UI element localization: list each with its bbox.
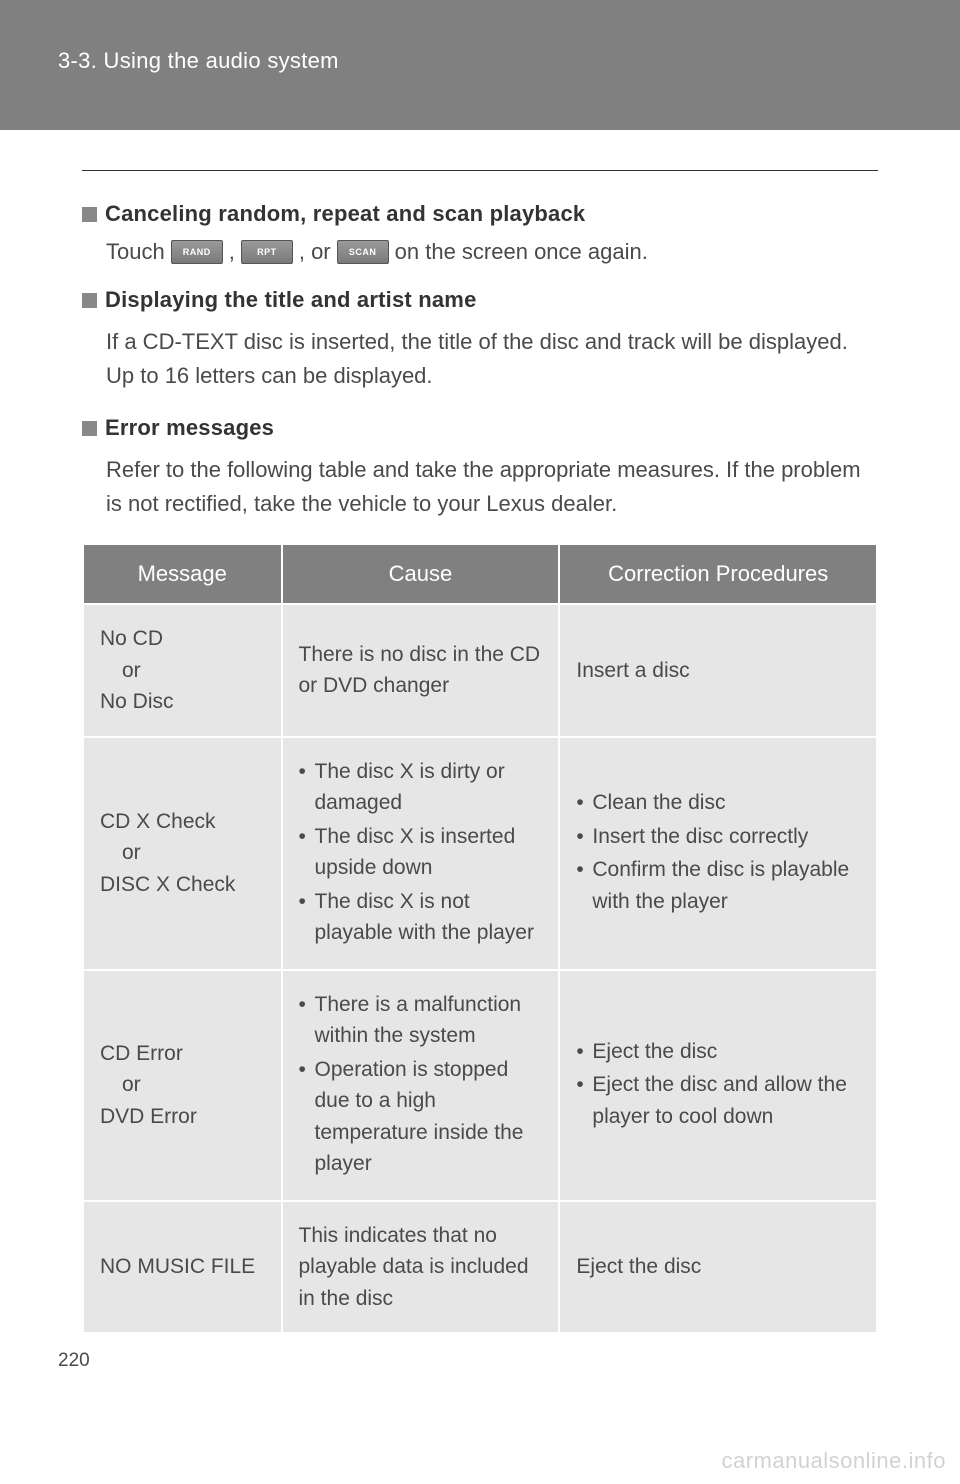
header-band: 3-3. Using the audio system [0,0,960,130]
th-message: Message [83,544,282,604]
msg-line2: DVD Error [100,1105,197,1128]
rpt-button-icon: RPT [241,240,293,264]
table-row: CD X Check or DISC X Check The disc X is… [83,737,877,970]
corr-item: Eject the disc and allow the player to c… [576,1069,860,1132]
msg-line1: CD X Check [100,810,216,833]
msg-line2: DISC X Check [100,873,235,896]
section-head-error: Error messages [82,415,878,441]
cell-cause: There is no disc in the CD or DVD change… [282,604,560,737]
table-row: No CD or No Disc There is no disc in the… [83,604,877,737]
msg-line1: No CD [100,627,163,650]
section-head-display: Displaying the title and artist name [82,287,878,313]
cell-correction: Clean the disc Insert the disc correctly… [559,737,877,970]
page-number: 220 [58,1350,90,1372]
msg-or: or [100,655,265,687]
touch-prefix: Touch [106,239,165,265]
corr-item: Confirm the disc is playable with the pl… [576,854,860,917]
cause-item: The disc X is inserted upside down [299,821,543,884]
scan-button-icon: SCAN [337,240,389,264]
th-cause: Cause [282,544,560,604]
section-title-error: Error messages [105,415,274,441]
corr-item: Clean the disc [576,787,860,819]
table-row: CD Error or DVD Error There is a malfunc… [83,970,877,1201]
th-correction: Correction Procedures [559,544,877,604]
error-body: Refer to the following table and take th… [106,453,878,521]
cell-cause: The disc X is dirty or damaged The disc … [282,737,560,970]
cause-item: Operation is stopped due to a high tempe… [299,1054,543,1180]
cause-item: There is a malfunction within the system [299,989,543,1052]
square-bullet-icon [82,421,97,436]
cell-correction: Eject the disc Eject the disc and allow … [559,970,877,1201]
touch-instruction: Touch RAND , RPT , or SCAN on the screen… [106,239,878,265]
section-label: 3-3. Using the audio system [58,48,339,73]
rand-button-icon: RAND [171,240,223,264]
cell-correction: Eject the disc [559,1201,877,1334]
cell-correction: Insert a disc [559,604,877,737]
touch-suffix: on the screen once again. [395,239,648,265]
section-title-cancel: Canceling random, repeat and scan playba… [105,201,585,227]
square-bullet-icon [82,207,97,222]
section-head-cancel: Canceling random, repeat and scan playba… [82,201,878,227]
cell-message: No CD or No Disc [83,604,282,737]
cause-item: The disc X is dirty or damaged [299,756,543,819]
watermark: carmanualsonline.info [721,1448,946,1474]
msg-or: or [100,1069,265,1101]
error-table: Message Cause Correction Procedures No C… [82,543,878,1334]
table-row: NO MUSIC FILE This indicates that no pla… [83,1201,877,1334]
page-content: Canceling random, repeat and scan playba… [0,130,960,1334]
table-header-row: Message Cause Correction Procedures [83,544,877,604]
cell-message: CD X Check or DISC X Check [83,737,282,970]
horizontal-rule [82,170,878,171]
display-body: If a CD-TEXT disc is inserted, the title… [106,325,878,393]
cell-message: NO MUSIC FILE [83,1201,282,1334]
corr-item: Insert the disc correctly [576,821,860,853]
cell-cause: There is a malfunction within the system… [282,970,560,1201]
or-text: , or [299,239,331,265]
msg-line1: CD Error [100,1042,183,1065]
corr-item: Eject the disc [576,1036,860,1068]
cell-cause: This indicates that no playable data is … [282,1201,560,1334]
square-bullet-icon [82,293,97,308]
cause-item: The disc X is not playable with the play… [299,886,543,949]
cell-message: CD Error or DVD Error [83,970,282,1201]
msg-line2: No Disc [100,690,174,713]
section-title-display: Displaying the title and artist name [105,287,477,313]
comma-1: , [229,239,235,265]
msg-or: or [100,837,265,869]
